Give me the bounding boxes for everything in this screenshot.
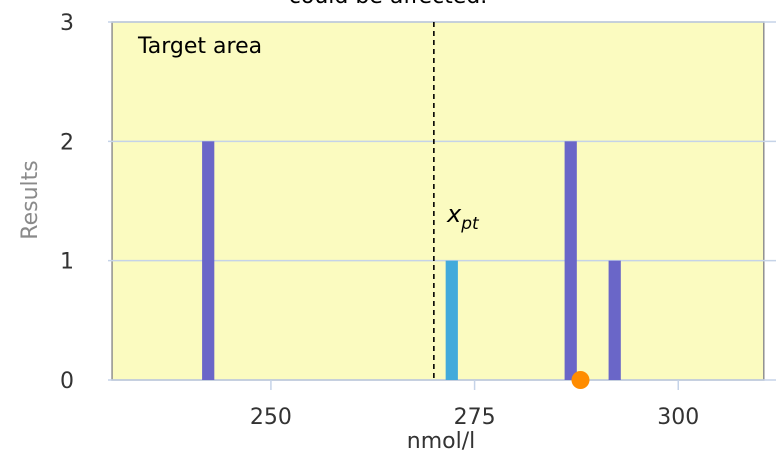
top-annotation-text: could be affected. xyxy=(289,0,487,9)
y-tick-label: 1 xyxy=(60,250,74,275)
y-axis-title: Results xyxy=(18,160,43,239)
target-area-label: Target area xyxy=(137,34,262,59)
xpt-label-main: x xyxy=(446,200,462,228)
y-tick-label: 0 xyxy=(60,369,74,394)
bar xyxy=(564,141,577,380)
x-axis-title: nmol/l xyxy=(407,429,475,454)
y-tick-label: 2 xyxy=(60,130,74,155)
x-tick-label: 275 xyxy=(454,405,496,430)
x-tick-label: 300 xyxy=(657,405,699,430)
bar xyxy=(445,260,458,380)
result-marker-dot xyxy=(571,371,590,389)
y-tick-label: 3 xyxy=(60,11,74,36)
x-tick-label: 250 xyxy=(250,405,292,430)
xpt-label: xpt xyxy=(446,200,480,234)
bar xyxy=(608,260,621,380)
bar xyxy=(202,141,215,380)
target-area xyxy=(111,21,765,381)
xpt-label-sub: pt xyxy=(460,214,480,234)
